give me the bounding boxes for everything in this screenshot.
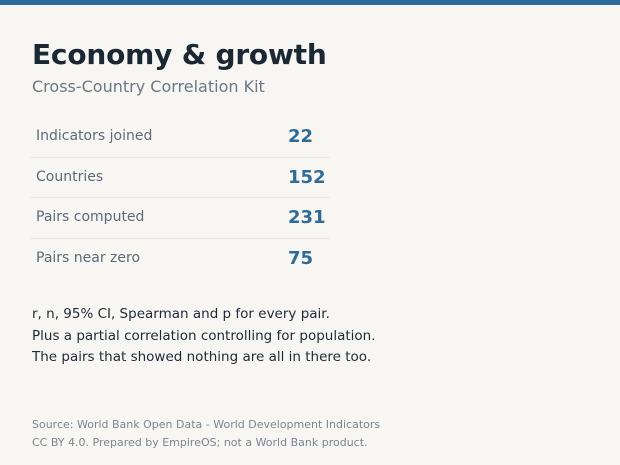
- footer-source: Source: World Bank Open Data - World Dev…: [32, 418, 381, 431]
- footer-license: CC BY 4.0. Prepared by EmpireOS; not a W…: [32, 436, 368, 449]
- stat-value: 152: [288, 166, 326, 188]
- description-line: r, n, 95% CI, Spearman and p for every p…: [32, 306, 330, 322]
- stat-label: Pairs computed: [36, 209, 145, 225]
- footer: Source: World Bank Open Data - World Dev…: [32, 416, 380, 452]
- stats-table: Indicators joined 22 Countries 152 Pairs…: [30, 117, 330, 278]
- stat-row-indicators: Indicators joined 22: [30, 117, 330, 158]
- description-line: Plus a partial correlation controlling f…: [32, 327, 376, 344]
- stat-value: 75: [288, 247, 314, 269]
- stat-label: Indicators joined: [36, 128, 153, 144]
- page-title: Economy & growth: [32, 38, 327, 71]
- stat-label: Countries: [36, 168, 104, 185]
- description-text: r, n, 95% CI, Spearman and p for every p…: [32, 304, 376, 369]
- stat-value: 231: [288, 207, 326, 228]
- stat-row-pairs-near-zero: Pairs near zero 75: [30, 239, 330, 279]
- top-accent-bar: [0, 0, 620, 5]
- stat-label: Pairs near zero: [36, 249, 141, 266]
- description-line: The pairs that showed nothing are all in…: [32, 349, 372, 365]
- stat-row-pairs-computed: Pairs computed 231: [30, 198, 330, 239]
- stat-value: 22: [288, 126, 314, 147]
- stat-row-countries: Countries 152: [30, 158, 330, 198]
- page-subtitle: Cross-Country Correlation Kit: [32, 77, 265, 96]
